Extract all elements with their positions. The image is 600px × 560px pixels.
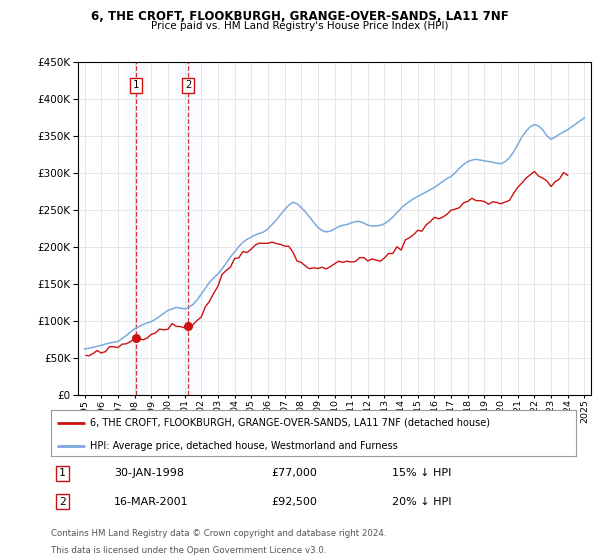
Text: HPI: Average price, detached house, Westmorland and Furness: HPI: Average price, detached house, West… bbox=[91, 441, 398, 451]
Text: 2: 2 bbox=[59, 497, 66, 507]
Text: 30-JAN-1998: 30-JAN-1998 bbox=[114, 468, 184, 478]
Text: 1: 1 bbox=[59, 468, 66, 478]
Text: £92,500: £92,500 bbox=[271, 497, 317, 507]
Text: Contains HM Land Registry data © Crown copyright and database right 2024.: Contains HM Land Registry data © Crown c… bbox=[51, 529, 386, 538]
Text: 2: 2 bbox=[185, 80, 191, 90]
Text: Price paid vs. HM Land Registry's House Price Index (HPI): Price paid vs. HM Land Registry's House … bbox=[151, 21, 449, 31]
Text: 1: 1 bbox=[133, 80, 139, 90]
Text: This data is licensed under the Open Government Licence v3.0.: This data is licensed under the Open Gov… bbox=[51, 545, 326, 554]
Bar bbox=[176, 62, 200, 395]
Text: 6, THE CROFT, FLOOKBURGH, GRANGE-OVER-SANDS, LA11 7NF (detached house): 6, THE CROFT, FLOOKBURGH, GRANGE-OVER-SA… bbox=[91, 418, 490, 428]
Text: 20% ↓ HPI: 20% ↓ HPI bbox=[392, 497, 452, 507]
Text: 6, THE CROFT, FLOOKBURGH, GRANGE-OVER-SANDS, LA11 7NF: 6, THE CROFT, FLOOKBURGH, GRANGE-OVER-SA… bbox=[91, 10, 509, 23]
Text: 15% ↓ HPI: 15% ↓ HPI bbox=[392, 468, 452, 478]
Text: 16-MAR-2001: 16-MAR-2001 bbox=[114, 497, 188, 507]
Bar bbox=[124, 62, 148, 395]
Text: £77,000: £77,000 bbox=[271, 468, 317, 478]
